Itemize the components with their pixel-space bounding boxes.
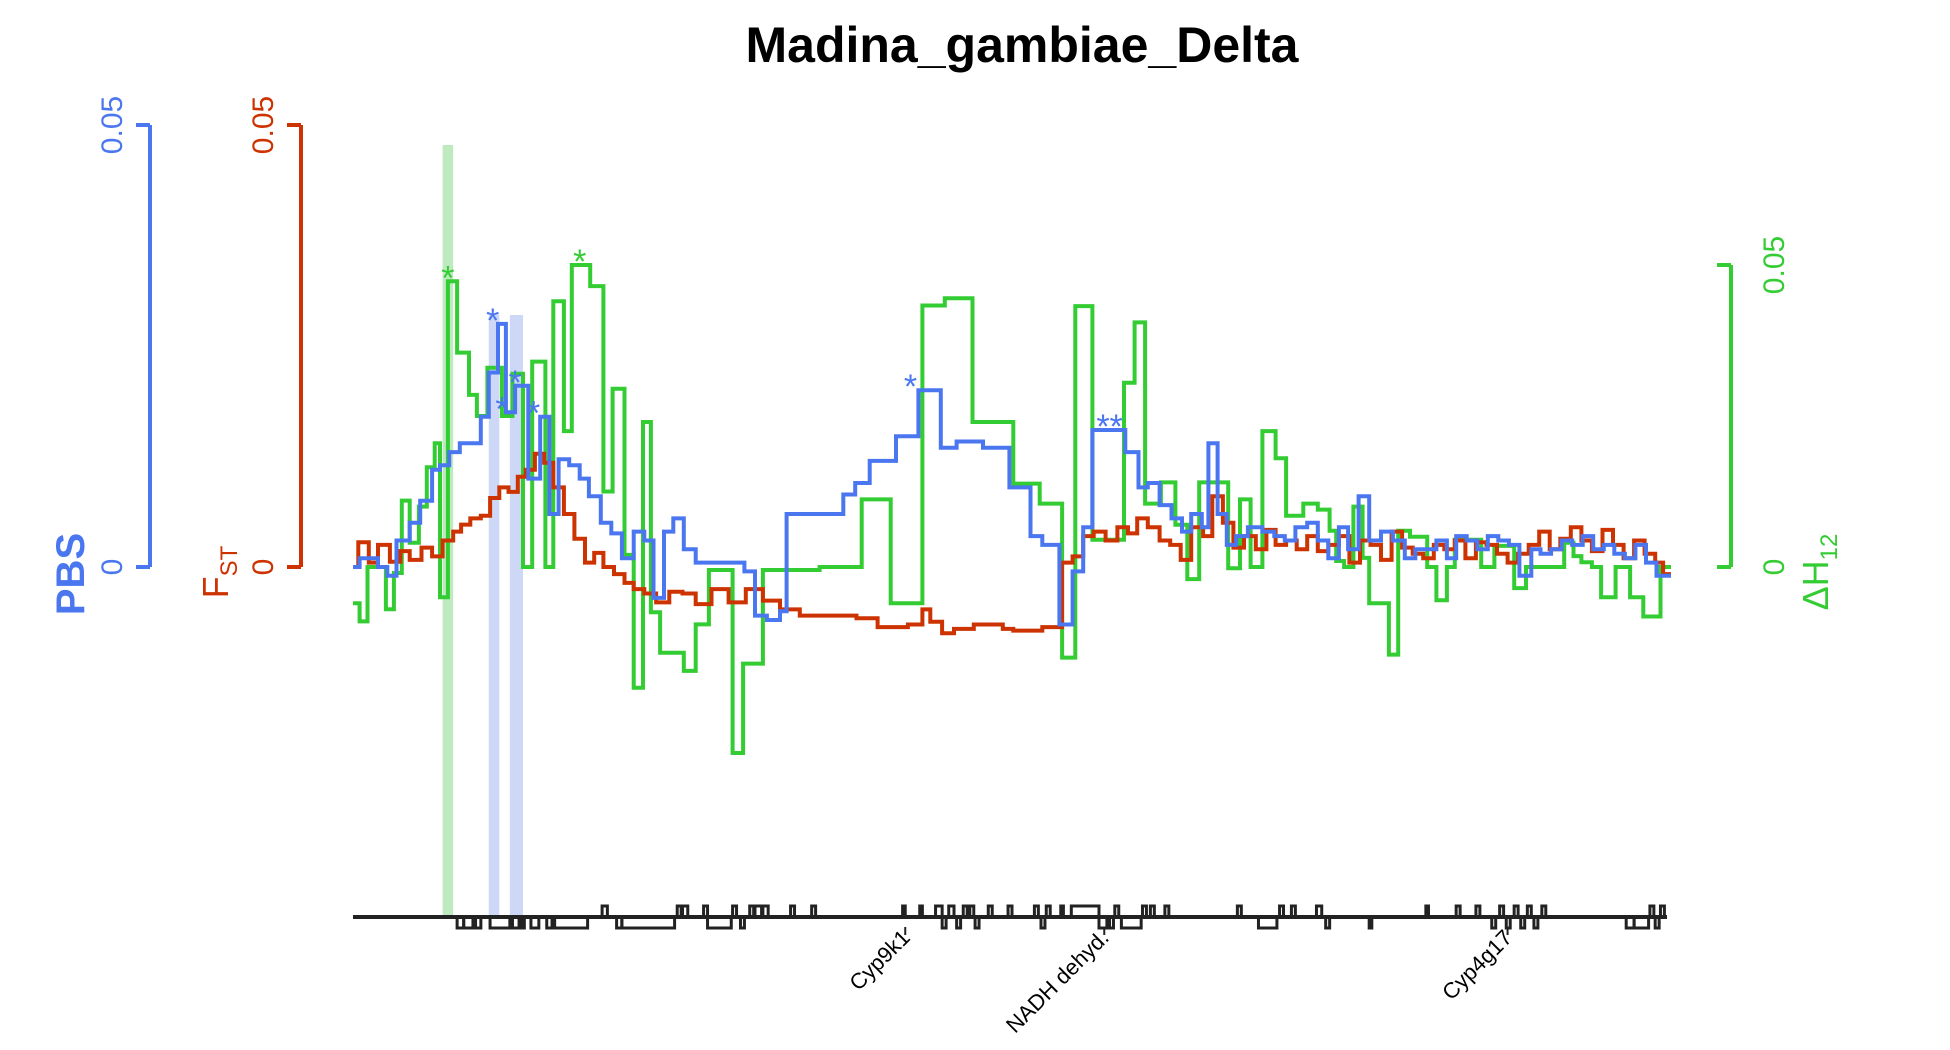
gene-feature	[986, 904, 994, 919]
significance-marker-h12: *	[441, 259, 454, 297]
gene-feature	[789, 904, 797, 919]
gene-feature	[731, 904, 739, 919]
gene-feature	[1235, 904, 1243, 919]
gene-feature	[681, 904, 690, 919]
gene-feature	[1059, 904, 1065, 919]
gene-feature	[810, 904, 818, 919]
significance-marker-pbs: *	[527, 395, 540, 433]
gene-feature	[553, 915, 590, 930]
gene-feature	[1113, 904, 1121, 919]
gene-feature	[738, 915, 746, 930]
highlight-band-pbs	[509, 315, 524, 917]
fst-axis-label: FST	[195, 545, 243, 598]
gene-feature	[702, 904, 710, 919]
fst-tick-label-zero: 0	[247, 559, 280, 576]
series-lines	[353, 263, 1671, 755]
gene-feature	[1632, 915, 1651, 930]
gene-feature	[1540, 904, 1548, 919]
gene-label: Cyp9k1	[844, 925, 914, 995]
significance-markers: * ******* *	[441, 243, 1122, 446]
gene-feature	[968, 904, 976, 919]
gene-label: NADH dehyd.	[1001, 925, 1114, 1038]
highlight-band-pbs	[488, 315, 500, 917]
gene-feature	[973, 915, 981, 930]
pbs-axis: 0.05 0 PBS	[49, 96, 152, 615]
gene-feature	[510, 915, 521, 930]
gene-feature	[918, 904, 924, 919]
pbs-tick-label-zero: 0	[96, 559, 129, 576]
gene-feature	[1490, 915, 1498, 930]
h12-axis-label: ΔH12	[1795, 534, 1843, 611]
gene-feature	[462, 915, 475, 930]
gene-feature	[940, 915, 948, 930]
chart-title: Madina_gambiae_Delta	[746, 17, 1300, 73]
fst-axis-label-sub: ST	[216, 545, 243, 576]
h12-tick-label-top: 0.05	[1758, 236, 1791, 294]
gene-feature	[1148, 904, 1156, 919]
gene-feature	[1069, 904, 1101, 919]
gene-feature	[1006, 904, 1014, 919]
gene-feature	[620, 915, 677, 930]
gene-feature	[600, 904, 609, 919]
significance-marker-pbs: *	[1110, 408, 1123, 446]
gene-feature	[947, 904, 956, 919]
gene-feature	[1314, 904, 1324, 919]
significance-marker-pbs: *	[495, 390, 508, 428]
gene-feature	[1119, 915, 1143, 930]
h12-axis-label-main: ΔH	[1795, 560, 1836, 610]
gene-feature	[1519, 915, 1527, 930]
pbs-tick-label-top: 0.05	[96, 96, 129, 154]
gene-feature	[1140, 904, 1148, 919]
gene-feature	[1278, 904, 1286, 919]
pbs-axis-label: PBS	[49, 533, 93, 615]
gene-feature	[1289, 904, 1297, 919]
series-line-pbs	[353, 321, 1671, 627]
gene-feature	[1525, 904, 1533, 919]
gene-feature	[961, 904, 969, 919]
gene-feature	[474, 915, 483, 930]
gene-feature	[1512, 904, 1520, 919]
gene-feature	[1648, 904, 1656, 919]
gene-feature	[1424, 904, 1430, 919]
gene-feature	[1324, 915, 1332, 930]
fst-tick-label-top: 0.05	[247, 96, 280, 154]
gene-feature	[1454, 904, 1462, 919]
h12-axis: 0.05 0 ΔH12	[1717, 236, 1843, 611]
gene-feature	[1163, 904, 1171, 919]
gene-feature	[955, 915, 963, 930]
gene-feature	[761, 904, 770, 919]
fst-axis-label-main: F	[195, 576, 236, 598]
gene-feature	[1032, 904, 1040, 919]
gene-feature	[1532, 915, 1540, 930]
gene-feature	[901, 904, 907, 919]
gene-feature	[520, 915, 526, 930]
gene-feature	[1498, 904, 1506, 919]
gene-feature	[1256, 915, 1279, 930]
gene-feature	[1108, 915, 1115, 930]
gene-feature	[934, 904, 944, 919]
gene-track: Cyp9k1 NADH dehyd. Cyp4g17	[353, 904, 1667, 1038]
gene-feature	[545, 915, 554, 930]
gene-feature	[1044, 904, 1052, 919]
fst-axis: 0.05 0 FST	[195, 96, 303, 598]
gene-feature	[1097, 915, 1109, 930]
gene-feature	[529, 915, 541, 930]
gene-feature	[1474, 904, 1482, 919]
significance-marker-pbs: *	[1096, 408, 1109, 446]
significance-marker-h12: *	[573, 243, 586, 281]
significance-marker-pbs: *	[904, 368, 917, 406]
gene-feature	[488, 915, 512, 930]
h12-tick-label-zero: 0	[1758, 559, 1791, 576]
h12-axis-label-sub: 12	[1816, 534, 1843, 561]
significance-marker-pbs: *	[508, 364, 521, 402]
gene-feature	[706, 915, 733, 930]
gene-feature	[1039, 915, 1047, 930]
gene-feature	[1367, 915, 1374, 930]
gene-feature	[1658, 904, 1666, 919]
significance-marker-pbs: *	[486, 302, 499, 340]
gene-feature	[1653, 915, 1661, 930]
gene-label: Cyp4g17	[1437, 925, 1517, 1005]
